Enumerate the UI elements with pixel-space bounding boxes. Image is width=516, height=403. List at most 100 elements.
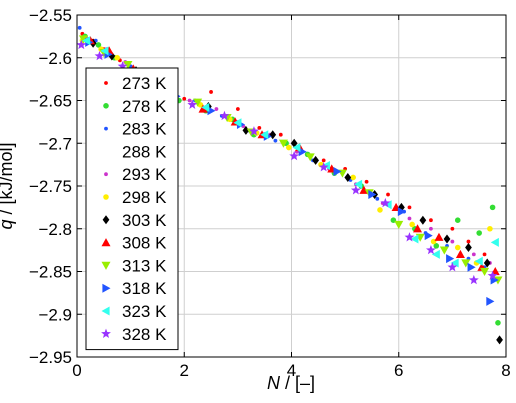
data-point [214, 107, 219, 111]
legend: 273 K 278 K 283 K 288 K 293 K 298 K 303 K 308 K… [85, 67, 179, 351]
data-point [450, 258, 459, 268]
data-point [434, 232, 444, 241]
x-axis-unit: / [–] [280, 373, 315, 393]
data-point [409, 221, 415, 228]
data-point [286, 144, 292, 151]
data-point [377, 207, 383, 213]
data-point [364, 179, 369, 184]
legend-label: 308 K [122, 234, 167, 253]
legend-label: 313 K [122, 256, 167, 275]
data-point [187, 99, 198, 109]
data-point [483, 258, 491, 268]
data-point [413, 224, 423, 233]
x-tick-label: 2 [180, 361, 189, 380]
data-point [461, 259, 471, 268]
data-point [198, 104, 208, 113]
data-point [482, 252, 487, 257]
legend-marker [101, 306, 110, 316]
legend-label: 283 K [122, 120, 167, 139]
data-point [466, 239, 471, 244]
legend-label: 298 K [122, 188, 167, 207]
data-point [321, 158, 326, 163]
data-point [207, 106, 216, 116]
data-point [380, 197, 391, 208]
x-tick-label: 4 [287, 361, 296, 380]
data-point [187, 98, 192, 103]
data-point [454, 217, 461, 223]
data-point [350, 185, 361, 195]
data-point [312, 155, 320, 165]
y-axis-label: q / [kJ/mol] [0, 142, 16, 229]
data-point [278, 132, 283, 137]
data-point [431, 249, 440, 259]
data-point [404, 232, 415, 242]
data-point [76, 39, 87, 50]
legend-box [85, 67, 179, 351]
data-point [495, 320, 501, 326]
data-point [209, 90, 213, 94]
data-point [407, 205, 412, 210]
y-tick-label: −2.6 [38, 49, 72, 68]
y-tick-label: −2.65 [29, 92, 72, 111]
legend-marker [104, 81, 108, 85]
data-point [350, 174, 356, 181]
data-point [450, 239, 455, 244]
data-point [123, 60, 133, 70]
legend-marker [101, 261, 111, 270]
legend-marker [104, 172, 108, 177]
data-point [465, 243, 472, 253]
y-axis-variable: q [0, 220, 16, 230]
x-tick-label: 6 [394, 361, 403, 380]
data-point [289, 150, 300, 161]
data-point [489, 204, 496, 211]
data-point [318, 162, 329, 172]
data-point [429, 226, 433, 231]
data-point [193, 98, 203, 107]
data-point [77, 25, 82, 30]
data-point [298, 147, 307, 157]
data-point [454, 244, 461, 251]
data-point [278, 139, 288, 148]
data-point [333, 166, 342, 176]
legend-label: 273 K [122, 74, 167, 93]
data-point [496, 335, 503, 345]
data-point [359, 185, 369, 194]
y-axis-unit: / [kJ/mol] [0, 142, 16, 219]
data-point [407, 216, 412, 221]
data-point [82, 36, 91, 46]
data-point [450, 226, 455, 231]
data-point [269, 130, 277, 140]
x-tick-label: 0 [72, 361, 81, 380]
data-point [439, 246, 449, 255]
data-point [433, 243, 440, 249]
data-point [233, 118, 242, 128]
y-tick-label: −2.85 [29, 263, 72, 282]
data-point [95, 42, 102, 48]
data-point [480, 267, 490, 276]
legend-label: 328 K [122, 325, 167, 344]
data-point [394, 220, 404, 229]
legend-label: 318 K [122, 279, 167, 298]
data-point [354, 179, 363, 189]
legend-label: 303 K [122, 211, 167, 230]
y-tick-label: −2.95 [29, 348, 72, 367]
data-point [426, 244, 436, 255]
data-point [100, 46, 109, 56]
data-point [249, 126, 259, 136]
legend-marker [102, 283, 111, 293]
data-point [424, 231, 433, 241]
legend-label: 288 K [122, 142, 167, 161]
legend-label: 323 K [122, 302, 167, 321]
legend-marker [103, 194, 109, 200]
legend-label: 293 K [122, 165, 167, 184]
data-point [486, 296, 495, 306]
data-point [235, 107, 240, 111]
y-tick-label: −2.9 [38, 305, 72, 324]
data-point [410, 234, 419, 244]
legend-marker [102, 215, 110, 225]
legend-marker [104, 126, 108, 131]
data-point [219, 110, 230, 121]
data-point [94, 50, 105, 61]
data-point [242, 125, 250, 135]
